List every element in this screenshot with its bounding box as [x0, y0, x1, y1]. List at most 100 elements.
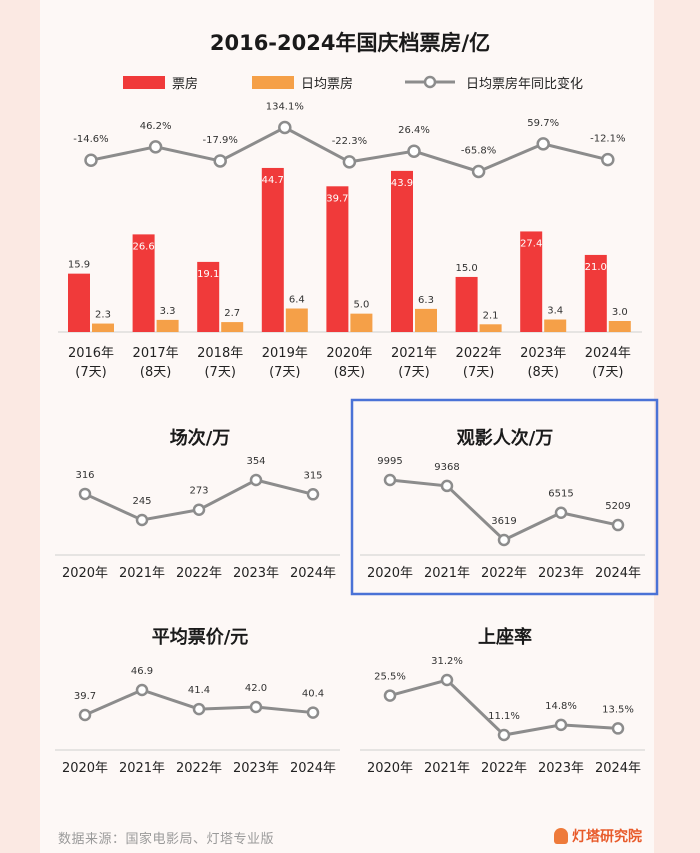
small-chart-value-label: 31.2%: [431, 656, 463, 667]
bar-daily-value-label: 5.0: [353, 300, 369, 311]
small-chart-x-label: 2022年: [481, 761, 527, 776]
small-chart-title: 平均票价/元: [152, 626, 249, 648]
bar-daily-value-label: 6.4: [289, 295, 305, 306]
x-tick-label: 2021年: [391, 346, 437, 361]
small-chart-title: 场次/万: [170, 427, 231, 449]
small-chart-point: [135, 513, 149, 527]
bar-daily-box-office: [221, 322, 244, 332]
yoy-point: [148, 140, 163, 154]
small-chart-value-label: 9368: [434, 462, 459, 473]
bar-daily-box-office: [479, 324, 502, 332]
bar-box-office: [197, 261, 220, 332]
small-chart-point: [135, 683, 149, 697]
bar-daily-value-label: 2.3: [95, 310, 111, 321]
bar-value-label: 15.9: [68, 260, 90, 271]
x-tick-label: 2020年: [326, 346, 372, 361]
bar-daily-value-label: 3.3: [160, 306, 176, 317]
small-chart-point: [497, 533, 511, 547]
small-chart-x-label: 2024年: [290, 566, 336, 581]
bar-box-office: [584, 254, 607, 332]
small-chart-x-label: 2024年: [290, 761, 336, 776]
small-chart-point: [249, 473, 263, 487]
small-chart-value-label: 41.4: [188, 685, 210, 696]
bar-value-label: 39.7: [326, 193, 348, 204]
small-chart-point: [554, 506, 568, 519]
small-chart-x-label: 2020年: [62, 761, 108, 776]
bar-daily-box-office: [156, 319, 179, 332]
bar-daily-value-label: 2.7: [224, 308, 240, 319]
bar-box-office: [68, 273, 90, 332]
small-chart-value-label: 39.7: [74, 691, 96, 702]
bar-box-office: [132, 234, 155, 332]
yoy-point: [84, 153, 98, 167]
yoy-point: [278, 120, 292, 135]
small-chart-point: [306, 706, 320, 719]
yoy-point: [213, 154, 227, 168]
small-chart-x-label: 2020年: [367, 761, 413, 776]
small-chart-x-label: 2021年: [424, 761, 470, 776]
x-tick-sublabel: (7天): [463, 365, 494, 380]
small-chart-value-label: 245: [132, 496, 151, 507]
small-chart-x-label: 2023年: [233, 761, 279, 776]
small-chart-point: [78, 708, 92, 722]
small-chart-value-label: 3619: [491, 516, 516, 527]
bar-value-label: 19.1: [197, 269, 219, 280]
bar-value-label: 26.6: [132, 241, 154, 252]
footer-source: 数据来源：国家电影局、灯塔专业版: [58, 832, 275, 847]
small-chart-x-label: 2022年: [176, 566, 222, 581]
x-tick-sublabel: (8天): [334, 365, 365, 380]
small-chart-point: [611, 722, 625, 735]
legend-label-yoy: 日均票房年同比变化: [466, 76, 583, 92]
small-chart-value-label: 14.8%: [545, 701, 577, 712]
legend-swatch-daily: [252, 76, 294, 89]
small-chart-x-label: 2023年: [233, 566, 279, 581]
small-chart-point: [192, 702, 206, 716]
yoy-point: [471, 164, 486, 179]
legend-swatch-box-office: [123, 76, 165, 89]
legend-label-daily: 日均票房: [301, 76, 353, 92]
x-tick-label: 2023年: [520, 346, 566, 361]
highlight-box: [350, 398, 659, 596]
small-chart-value-label: 40.4: [302, 689, 324, 700]
yoy-point: [342, 155, 357, 169]
small-chart-x-label: 2022年: [481, 566, 527, 581]
legend-label-box-office: 票房: [172, 76, 198, 92]
report-card: [40, 0, 654, 853]
bar-daily-box-office: [285, 308, 308, 332]
x-tick-sublabel: (7天): [398, 365, 429, 380]
small-chart-value-label: 6515: [548, 489, 573, 500]
footer-logo: 灯塔研究院: [554, 826, 642, 846]
small-chart-x-label: 2021年: [424, 566, 470, 581]
x-tick-label: 2016年: [68, 346, 114, 361]
bar-box-office: [391, 170, 413, 332]
small-chart-x-label: 2023年: [538, 761, 584, 776]
bar-value-label: 21.0: [585, 262, 607, 273]
small-chart-point: [78, 487, 92, 501]
legend-marker-yoy: [423, 75, 437, 89]
small-chart-point: [192, 503, 206, 516]
x-tick-label: 2017年: [133, 346, 179, 361]
small-chart-value-label: 11.1%: [488, 711, 520, 722]
yoy-label: -17.9%: [203, 135, 238, 146]
small-chart-x-label: 2024年: [595, 761, 641, 776]
main-bar-chart: 15.9 2.3 2016年 (7天) 26.6 3.3 2017年 (8天) 19.1 2.7 2…: [58, 101, 642, 380]
small-chart-x-label: 2022年: [176, 761, 222, 776]
yoy-label: 134.1%: [266, 101, 304, 112]
small-chart-value-label: 9995: [377, 456, 402, 467]
x-tick-sublabel: (8天): [527, 365, 558, 380]
small-chart-x-label: 2021年: [119, 566, 165, 581]
yoy-point: [601, 152, 615, 167]
small-chart-line: [389, 478, 619, 542]
x-tick-label: 2018年: [197, 346, 243, 361]
x-tick-sublabel: (7天): [592, 365, 623, 380]
footer-logo-text: 灯塔研究院: [572, 829, 642, 845]
small-chart-value-label: 354: [246, 456, 265, 467]
bar-daily-value-label: 3.4: [547, 306, 563, 317]
bar-box-office: [326, 186, 349, 332]
small-chart-title: 观影人次/万: [457, 427, 554, 449]
x-tick-sublabel: (7天): [75, 365, 106, 380]
small-chart-x-label: 2020年: [367, 566, 413, 581]
small-chart-point: [383, 473, 397, 487]
x-tick-sublabel: (8天): [140, 365, 171, 380]
